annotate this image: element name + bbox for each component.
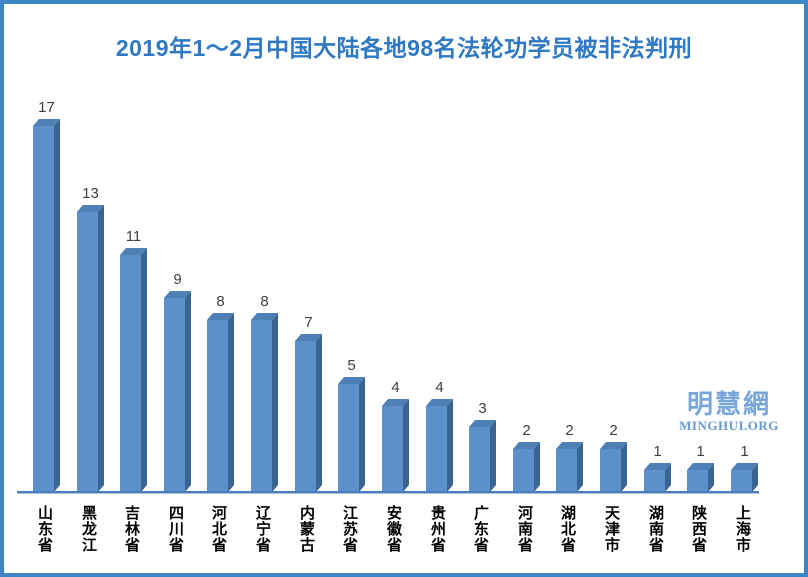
bar-3d-column [556,442,583,492]
x-axis-label: 辽宁省 [254,505,271,553]
bar-chart-plot-area: 17 山东省 13 黑龙江 11 吉林省 9 四川省 8 河北省 8 辽宁省 7 内蒙古 5 江苏省 4 安徽省 4… [4,4,804,573]
bar-3d-column [33,119,60,492]
bar-3d-column [513,442,540,492]
bar-value-label: 1 [653,443,662,460]
x-axis-label: 河北省 [210,505,227,553]
x-axis-label: 内蒙古 [298,505,315,553]
x-axis-label: 贵州省 [429,505,446,553]
bar-3d-column [295,334,322,492]
bar-value-label: 4 [391,379,400,396]
x-axis-label: 广东省 [472,505,489,553]
bar-value-label: 8 [216,293,225,310]
x-axis-label: 江苏省 [341,505,358,553]
bar-value-label: 17 [38,99,55,116]
bar-3d-column [338,377,365,492]
bar-value-label: 7 [304,314,313,331]
x-axis-label: 上海市 [734,505,751,553]
x-axis-label: 天津市 [603,505,620,553]
bar-value-label: 9 [173,271,182,288]
bar-3d-column [687,463,714,492]
bar-3d-column [382,399,409,492]
bar-3d-column [426,399,453,492]
chart-title: 2019年1～2月中国大陆各地98名法轮功学员被非法判刑 [115,35,693,61]
bar-3d-column [120,248,147,492]
bar-3d-column [164,291,191,492]
bar-value-label: 4 [435,379,444,396]
bar-value-label: 8 [260,293,269,310]
bar-value-label: 1 [740,443,749,460]
bar-value-label: 2 [565,422,574,439]
bar-3d-column [731,463,758,492]
x-axis-label: 湖南省 [647,505,664,553]
bar-3d-column [469,420,496,492]
x-axis-label: 安徽省 [385,505,402,553]
x-axis-label: 吉林省 [123,505,140,553]
bar-3d-column [644,463,671,492]
minghui-watermark: 明慧網 MINGHUI.ORG [672,390,786,433]
bar-3d-column [207,313,234,492]
x-axis-label: 河南省 [516,505,533,553]
bar-value-label: 1 [696,443,705,460]
watermark-latin-text: MINGHUI.ORG [679,418,779,433]
x-axis-label: 黑龙江 [80,505,97,553]
x-axis-label: 四川省 [167,505,184,553]
bar-3d-column [77,205,104,492]
bar-value-label: 11 [125,228,142,245]
bar-value-label: 13 [82,185,99,202]
bar-3d-column [251,313,278,492]
watermark-cjk-text: 明慧網 [686,389,771,419]
bar-value-label: 2 [522,422,531,439]
bar-value-label: 3 [478,400,487,417]
x-axis-line [17,491,759,494]
x-axis-label: 陕西省 [690,505,707,553]
bar-value-label: 5 [347,357,356,374]
x-axis-label: 山东省 [36,505,53,553]
bar-value-label: 2 [609,422,618,439]
bar-3d-column [600,442,627,492]
x-axis-label: 湖北省 [559,505,576,553]
